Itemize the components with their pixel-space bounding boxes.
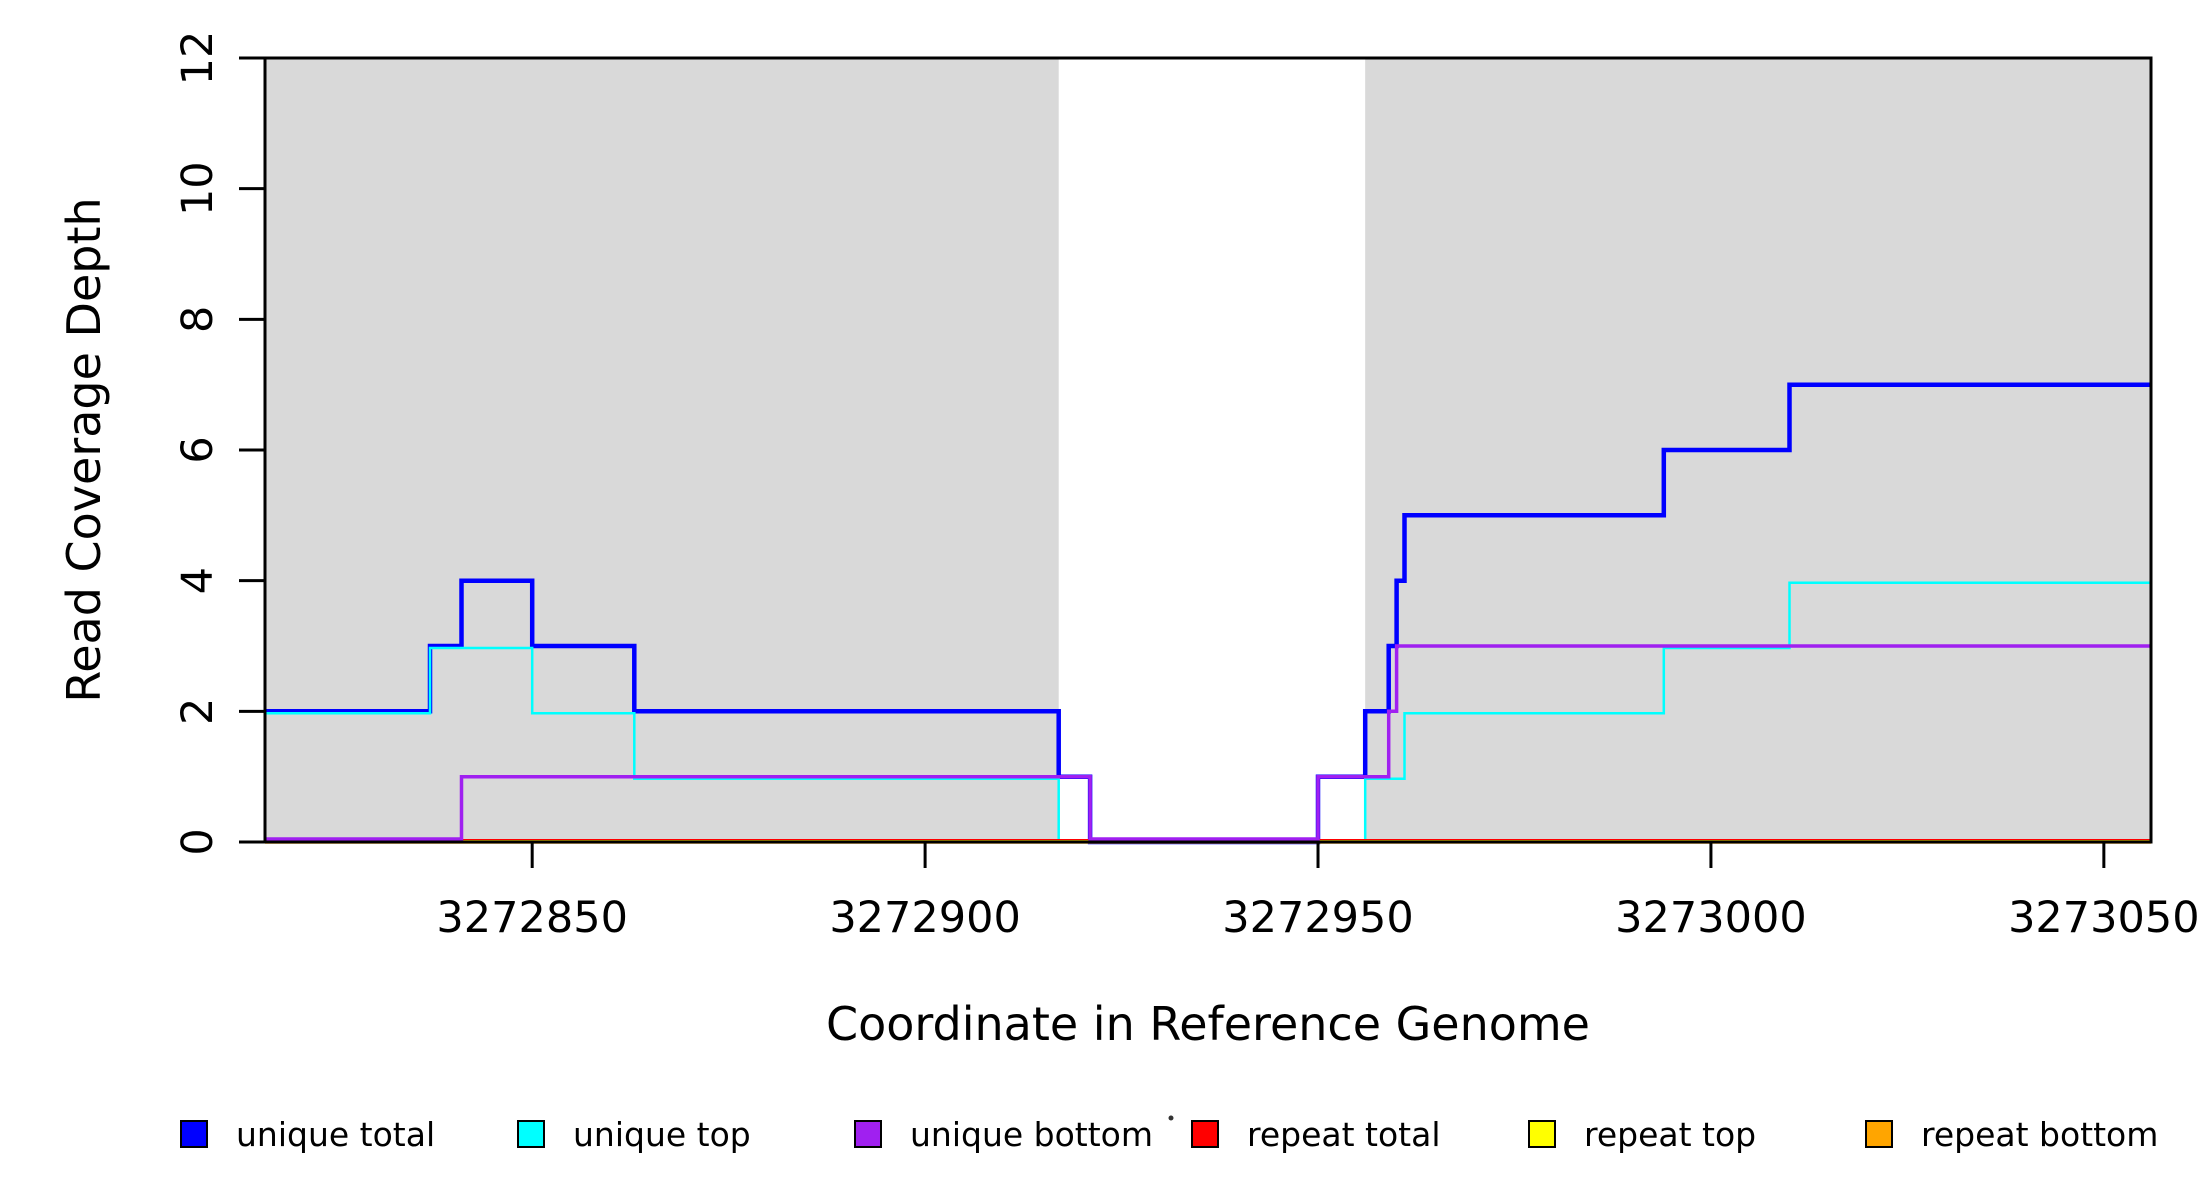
shaded-regions (265, 58, 2151, 842)
y-tick-label: 6 (173, 436, 223, 463)
x-axis-title: Coordinate in Reference Genome (826, 997, 1590, 1051)
legend-item: repeat bottom (1865, 1115, 2158, 1154)
legend-swatch-repeat-top (1528, 1120, 1556, 1148)
legend-label: repeat bottom (1921, 1115, 2158, 1154)
legend-swatch-repeat-bottom (1865, 1120, 1893, 1148)
legend-swatch-unique-total (180, 1120, 208, 1148)
legend-item: unique total (180, 1115, 435, 1154)
x-tick-label: 3273000 (1615, 893, 1807, 943)
legend-label: unique total (236, 1115, 435, 1154)
x-tick-label: 3272950 (1222, 893, 1414, 943)
legend-label: unique top (573, 1115, 751, 1154)
legend-label: repeat total (1247, 1115, 1441, 1154)
legend-item: unique top (517, 1115, 751, 1154)
x-axis-tick-labels: 3272850 3272900 3272950 3273000 3273050 (436, 893, 2199, 943)
y-tick-label: 0 (173, 828, 223, 855)
x-tick-label: 3273050 (2008, 893, 2200, 943)
artifact-dot (1168, 1115, 1174, 1121)
axis-tick-marks (239, 56, 2106, 868)
legend-item: unique bottom (854, 1115, 1153, 1154)
series-line-unique-bottom (265, 644, 2151, 841)
legend-item: repeat top (1528, 1115, 1756, 1154)
legend-item: repeat total (1191, 1115, 1441, 1154)
y-tick-label: 10 (173, 161, 223, 216)
y-axis-tick-labels: 0 2 4 6 8 10 12 (173, 31, 223, 856)
y-tick-label: 12 (173, 31, 223, 86)
y-axis-title: Read Coverage Depth (57, 197, 111, 702)
shaded-region (265, 58, 1059, 842)
legend-label: repeat top (1584, 1115, 1756, 1154)
legend-label: unique bottom (910, 1115, 1153, 1154)
x-tick-label: 3272900 (829, 893, 1021, 943)
legend-swatch-unique-top (517, 1120, 545, 1148)
y-tick-label: 4 (173, 567, 223, 594)
legend-swatch-unique-bottom (854, 1120, 882, 1148)
legend-swatch-repeat-total (1191, 1120, 1219, 1148)
y-tick-label: 8 (173, 306, 223, 333)
x-tick-label: 3272850 (436, 893, 628, 943)
legend: unique total unique top unique bottom re… (180, 1115, 2158, 1154)
y-tick-label: 2 (173, 698, 223, 725)
